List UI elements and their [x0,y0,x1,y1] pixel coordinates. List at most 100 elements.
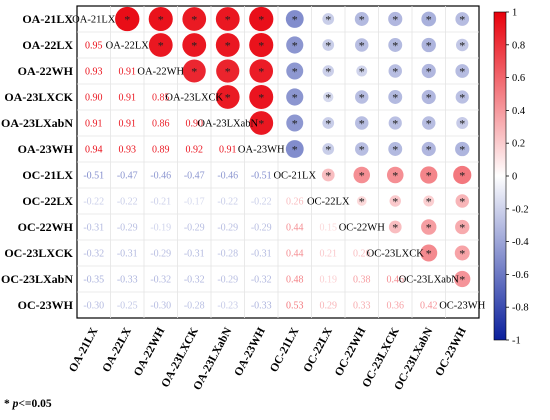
correlation-value: -0.35 [83,275,104,286]
row-label: OC-21LX [22,168,73,182]
significance-star: * [292,143,298,157]
correlation-value: 0.26 [286,197,304,208]
significance-star: * [426,143,432,157]
correlation-value: 0.46 [387,275,405,286]
significance-star: * [392,13,398,27]
significance-star: * [359,117,365,131]
significance-star: * [459,65,465,79]
correlation-value: 0.89 [152,145,170,156]
significance-star: * [359,195,365,209]
correlation-circle [420,244,438,262]
correlation-circle [148,33,173,57]
correlation-circle [182,7,207,31]
correlation-circle [455,12,470,26]
significance-star: * [459,247,465,261]
correlation-value: -0.31 [184,249,205,260]
significance-star: * [392,169,398,183]
correlation-value: -0.25 [117,301,138,312]
correlation-circle [215,33,240,57]
correlation-value: -0.23 [217,301,238,312]
correlation-value: -0.32 [150,275,171,286]
row-label: OA-23LXabN [1,116,73,130]
significance-star: * [292,39,298,53]
significance-star: * [426,91,432,105]
significance-star: * [426,39,432,53]
significance-star: * [124,13,130,27]
correlation-value: -0.31 [251,249,272,260]
correlation-circle [322,39,335,51]
correlation-value: 0.91 [85,119,103,130]
significance-star: * [258,13,264,27]
significance-star: * [325,39,331,53]
correlation-value: -0.22 [83,197,104,208]
colorbar-tick-label: -1 [512,336,521,347]
column-label: OA-23WH [232,326,268,379]
diagonal-label: OA-21LX [72,15,116,26]
significance-star: * [359,39,365,53]
correlation-value: -0.22 [251,197,272,208]
correlation-value: -0.47 [117,171,138,182]
correlation-value: -0.22 [217,197,238,208]
diagonal-label: OC-23LXabN [399,275,459,286]
correlation-value: 0.36 [387,301,405,312]
correlation-value: 0.48 [286,275,304,286]
footnote-symbol: * [4,398,13,410]
significance-star: * [426,117,432,131]
significance-star: * [258,91,264,105]
row-label: OC-22WH [18,220,74,234]
correlation-value: -0.28 [184,301,205,312]
correlation-circle [249,32,274,58]
column-label: OA-22LX [101,325,135,374]
significance-star: * [459,143,465,157]
correlation-circle [182,59,206,83]
correlation-value: -0.29 [117,223,138,234]
significance-star: * [459,91,465,105]
row-label: OC-23LXabN [1,272,73,286]
correlation-value: -0.51 [251,171,272,182]
significance-star: * [392,221,398,235]
correlation-value: 0.94 [85,145,103,156]
colorbar-tick-label: 0.8 [512,40,525,51]
significance-star: * [325,143,331,157]
row-label: OA-23LXCK [4,90,73,104]
correlation-circle [453,165,472,185]
correlation-value: 0.33 [353,301,371,312]
correlation-value: -0.32 [83,249,104,260]
correlation-value: -0.29 [217,275,238,286]
correlation-circle [388,64,402,78]
significance-star: * [325,65,331,79]
significance-star: * [459,169,465,183]
correlation-circle [355,116,369,130]
correlation-circle [286,36,304,54]
correlation-circle [388,90,403,104]
correlation-value: -0.22 [117,197,138,208]
correlation-value: 0.26 [353,249,371,260]
correlation-circle [386,166,404,184]
column-label: OA-21LX [67,325,101,374]
significance-star: * [191,39,197,53]
correlation-value: -0.33 [117,275,138,286]
significance-star: * [225,39,231,53]
correlation-value: 0.44 [286,249,304,260]
correlation-value: -0.17 [184,197,205,208]
correlation-value: -0.46 [217,171,238,182]
correlation-value: -0.32 [184,275,205,286]
colorbar-tick-label: 1 [512,8,517,19]
significance-star: * [459,117,465,131]
colorbar-tick-label: 0.4 [512,106,526,117]
correlation-circle [455,90,469,104]
correlation-value: -0.33 [251,301,272,312]
significance-star: * [292,117,298,131]
correlation-circle [322,117,335,129]
diagonal-label: OA-23LXCK [165,93,223,104]
correlation-value: 0.92 [186,145,204,156]
correlation-circle [148,6,173,32]
correlation-circle [388,220,402,234]
correlation-value: -0.29 [251,223,272,234]
correlation-circle [421,63,436,79]
colorbar-tick-label: -0.4 [512,237,529,248]
correlation-value: -0.31 [117,249,138,260]
significance-star: * [325,91,331,105]
correlation-value: 0.29 [320,301,338,312]
